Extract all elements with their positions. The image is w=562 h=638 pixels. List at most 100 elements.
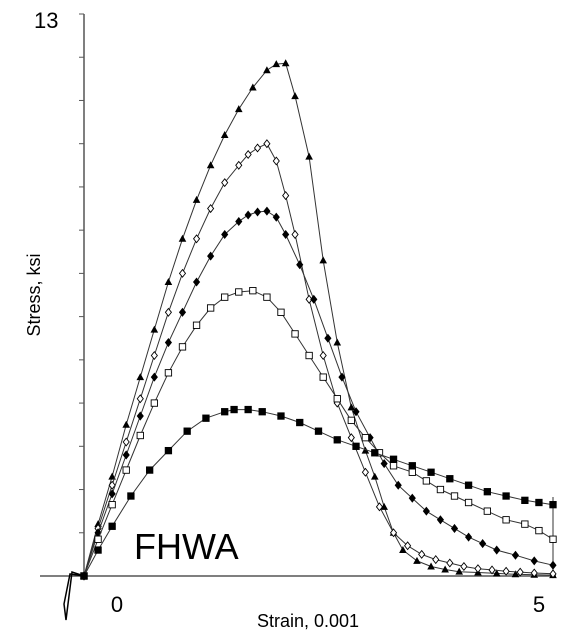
data-point xyxy=(221,178,229,188)
data-point xyxy=(94,535,102,543)
data-point xyxy=(483,507,491,515)
series-5 xyxy=(80,405,557,580)
data-point xyxy=(122,450,130,460)
data-point xyxy=(450,492,459,500)
data-point xyxy=(502,492,510,500)
series-line xyxy=(83,210,554,577)
data-point xyxy=(192,277,201,287)
data-point xyxy=(549,560,557,570)
data-point xyxy=(277,412,285,420)
data-point xyxy=(136,431,144,440)
data-point xyxy=(380,502,388,510)
x-tick-label-zero: 0 xyxy=(111,592,123,617)
data-point xyxy=(511,570,520,578)
data-point xyxy=(422,506,430,516)
data-point xyxy=(221,229,229,240)
data-point xyxy=(206,304,215,312)
data-point xyxy=(164,446,173,455)
data-point xyxy=(521,496,529,504)
data-point xyxy=(263,206,271,216)
data-point xyxy=(493,545,501,555)
data-point xyxy=(314,427,323,435)
data-point xyxy=(164,369,173,377)
data-point xyxy=(178,307,187,317)
data-point xyxy=(474,564,482,574)
data-point xyxy=(263,66,271,74)
data-point xyxy=(249,83,257,91)
series-1 xyxy=(80,59,557,579)
data-point xyxy=(253,143,262,153)
data-point xyxy=(408,462,416,470)
data-point xyxy=(394,480,402,490)
data-point xyxy=(361,434,370,442)
data-point xyxy=(389,528,398,538)
series-4 xyxy=(80,287,557,580)
data-point xyxy=(305,294,313,304)
series-line xyxy=(83,62,554,577)
data-point xyxy=(427,468,435,476)
annotation-label: FHWA xyxy=(134,526,239,567)
data-point xyxy=(375,502,384,512)
data-point xyxy=(235,288,243,296)
data-point xyxy=(347,416,355,425)
data-point xyxy=(230,405,238,414)
data-point xyxy=(502,516,510,524)
data-point xyxy=(235,160,243,170)
data-point xyxy=(418,549,426,559)
data-point xyxy=(427,562,435,570)
data-point xyxy=(530,556,538,566)
data-point xyxy=(207,204,215,214)
data-point xyxy=(235,216,243,227)
data-point xyxy=(296,260,304,270)
data-point xyxy=(432,555,440,565)
data-point xyxy=(450,523,459,533)
data-point xyxy=(146,466,154,474)
y-ticks xyxy=(79,13,84,534)
data-point xyxy=(446,475,454,483)
data-point xyxy=(436,485,445,494)
data-point xyxy=(291,330,299,338)
data-point xyxy=(516,567,524,577)
data-point xyxy=(352,442,360,450)
data-point xyxy=(399,546,407,554)
data-point xyxy=(460,561,468,572)
data-point xyxy=(370,472,379,480)
data-point xyxy=(244,149,252,160)
data-point xyxy=(535,526,543,535)
data-point xyxy=(408,493,416,503)
data-point xyxy=(281,59,290,67)
data-point xyxy=(535,498,543,507)
data-point xyxy=(446,558,454,568)
data-point xyxy=(150,372,158,382)
data-point xyxy=(263,293,271,301)
data-point xyxy=(291,92,299,100)
data-point xyxy=(549,535,557,543)
data-point xyxy=(455,567,463,575)
data-point xyxy=(338,372,346,382)
data-point xyxy=(94,520,102,528)
data-point xyxy=(319,373,327,381)
data-point xyxy=(136,373,145,381)
data-point xyxy=(282,229,290,240)
data-point xyxy=(333,436,341,444)
data-point xyxy=(380,459,388,469)
data-point xyxy=(108,522,116,530)
data-point xyxy=(464,498,473,507)
data-point xyxy=(492,569,501,577)
data-point xyxy=(258,408,266,416)
data-point xyxy=(234,105,243,113)
series-3 xyxy=(80,206,557,581)
data-point xyxy=(305,351,313,360)
data-point xyxy=(221,293,229,301)
data-point xyxy=(263,139,271,149)
data-point xyxy=(319,256,327,264)
data-point xyxy=(371,449,379,457)
data-point xyxy=(122,420,131,428)
series-line xyxy=(83,409,554,577)
data-point xyxy=(479,539,487,549)
data-point xyxy=(282,191,290,201)
data-point xyxy=(333,395,341,403)
data-point xyxy=(436,515,445,525)
data-point xyxy=(389,462,398,470)
